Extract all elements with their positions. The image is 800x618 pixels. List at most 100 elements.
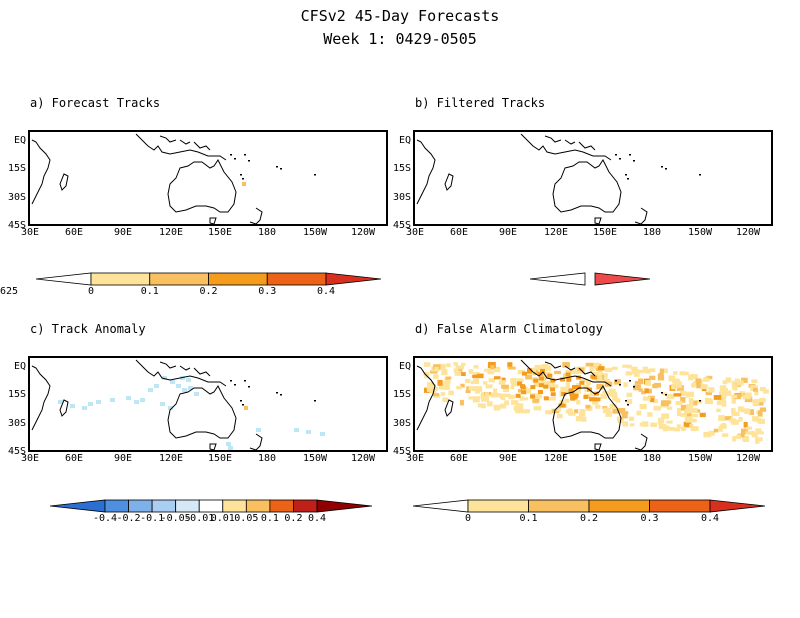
colorbar-segment: [266, 272, 327, 286]
coastline: [31, 365, 51, 431]
lat-label: 15S: [7, 163, 26, 174]
coastline: [520, 359, 612, 387]
lon-label: 30E: [20, 227, 40, 238]
density-cell: [564, 398, 570, 403]
density-cell: [486, 401, 493, 407]
island: [244, 154, 246, 156]
density-cell: [754, 390, 759, 396]
colorbar-label: 0.2: [579, 513, 599, 524]
coastline: [564, 365, 576, 371]
density-cell: [581, 416, 587, 422]
density-cell: [596, 383, 604, 390]
density-cell: [750, 430, 756, 435]
lon-label: 60E: [449, 227, 469, 238]
density-cell: [433, 364, 441, 370]
colorbar-label: 0.0625: [0, 286, 19, 297]
colorbar-segment: [467, 499, 529, 513]
density-cell: [605, 367, 613, 372]
density-cell: [170, 380, 175, 384]
density-cell: [490, 392, 499, 398]
density-cell: [484, 395, 489, 400]
coastline: [552, 159, 622, 213]
density-cell: [562, 362, 570, 368]
island: [665, 168, 667, 170]
density-cell: [708, 387, 715, 393]
density-cell: [623, 382, 628, 388]
density-cell: [565, 372, 571, 377]
colorbar-label: 0.2: [284, 513, 303, 524]
density-cell: [680, 396, 686, 403]
density-cell: [515, 407, 524, 414]
colorbar-label: 0: [87, 286, 95, 297]
colorbar-label: 0.1: [140, 286, 159, 297]
density-cell: [471, 386, 479, 391]
density-cell: [320, 432, 325, 436]
coastline: [159, 135, 177, 143]
colorbar-label: 0.1: [260, 513, 279, 524]
lon-label: 180: [257, 453, 277, 464]
density-cell: [756, 431, 764, 435]
density-cell: [519, 396, 525, 401]
density-cell: [600, 373, 608, 377]
density-cell: [691, 408, 698, 413]
density-cell: [517, 388, 523, 393]
density-cell: [579, 408, 586, 414]
density-cell: [760, 386, 766, 392]
island: [627, 404, 629, 406]
density-cell: [690, 426, 699, 432]
coastline: [249, 221, 257, 224]
density-cell: [667, 393, 673, 398]
density-cell: [523, 409, 530, 414]
colorbar-label: 0.05: [234, 513, 259, 524]
island: [699, 174, 701, 176]
coastline: [209, 443, 217, 450]
density-cell: [700, 384, 708, 390]
density-cell: [738, 416, 743, 422]
density-cell: [707, 376, 713, 380]
density-cell: [752, 387, 758, 392]
density-cell: [134, 400, 139, 404]
island: [625, 174, 627, 176]
density-cell: [515, 403, 524, 409]
lat-label: 30S: [392, 192, 411, 203]
density-cell: [464, 378, 471, 383]
coastline: [255, 207, 263, 224]
density-cell: [445, 376, 452, 380]
density-cell: [575, 415, 583, 422]
density-cell: [736, 434, 741, 439]
density-cell: [539, 368, 545, 373]
coastline: [167, 385, 237, 439]
lon-label: 150E: [592, 227, 618, 238]
density-cell: [685, 391, 691, 398]
density-cell: [460, 383, 465, 388]
density-cell: [637, 369, 643, 374]
colorbar-segment: [198, 499, 224, 513]
island: [629, 154, 631, 156]
density-cell: [632, 368, 637, 374]
density-cell: [539, 372, 548, 378]
lat-label: 15S: [7, 389, 26, 400]
density-cell: [752, 416, 759, 422]
lon-label: 90E: [113, 227, 133, 238]
density-cell: [566, 409, 574, 414]
colorbar-segment: [588, 499, 650, 513]
density-cell: [704, 397, 712, 404]
lon-label: 120W: [735, 227, 761, 238]
density-cell: [556, 414, 563, 419]
density-cell: [719, 391, 726, 397]
density-cell: [597, 366, 605, 371]
density-cell: [597, 369, 603, 373]
colorbar-right-triangle: [316, 499, 372, 513]
density-cell: [501, 384, 509, 389]
island: [314, 174, 316, 176]
density-cell: [736, 380, 744, 386]
density-cell: [473, 365, 479, 369]
island: [627, 178, 629, 180]
coastline: [193, 367, 211, 377]
density-cell: [673, 393, 682, 397]
density-cell: [754, 437, 763, 442]
lon-label: 90E: [498, 453, 518, 464]
density-cell: [465, 390, 471, 394]
density-cell: [82, 406, 87, 410]
density-cell: [466, 386, 471, 391]
